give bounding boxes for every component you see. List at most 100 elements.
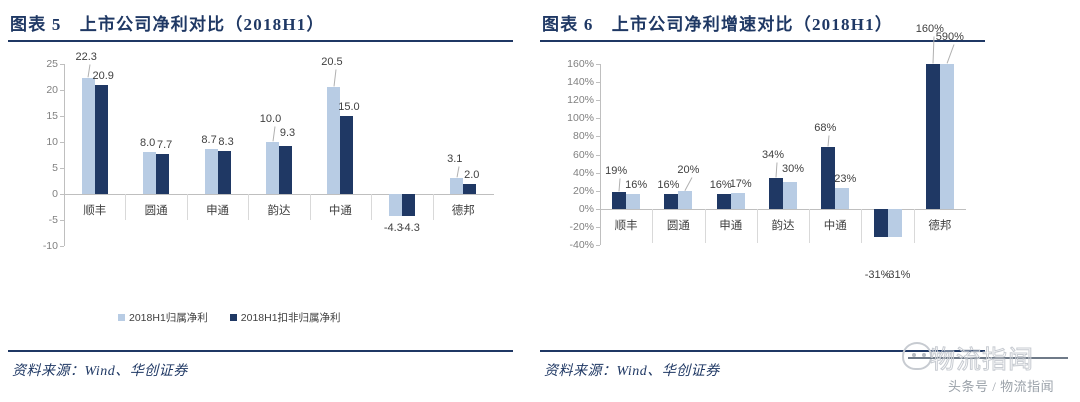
- category-label: 德邦: [928, 219, 952, 232]
- y-axis-tick-label: 40%: [572, 166, 594, 179]
- y-axis-tick-label: 60%: [572, 148, 594, 161]
- y-axis-tick-mark: [596, 245, 600, 246]
- bar: [612, 191, 627, 209]
- y-axis-tick-label: 140%: [567, 76, 594, 89]
- y-axis-tick-mark: [60, 90, 64, 91]
- figure-5-title-rule: [8, 40, 513, 42]
- legend-label: 2018H1扣非归属净利: [240, 312, 341, 324]
- y-axis-tick-label: -20%: [569, 220, 594, 233]
- bar-value-label: 10.0: [259, 113, 282, 125]
- y-axis-tick-mark: [596, 136, 600, 138]
- figure-6-title-rule: [540, 40, 985, 42]
- bar: [450, 177, 464, 194]
- y-axis-tick-mark: [596, 64, 600, 65]
- y-axis-tick-label: 0%: [578, 202, 594, 215]
- bar: [463, 183, 477, 194]
- category-separator: [652, 208, 654, 243]
- figure-6-panel: 图表 6 上市公司净利增速对比（2018H1） 德邦百世中通韵达申通圆通顺丰16…: [532, 0, 985, 402]
- bar: [873, 208, 888, 237]
- category-separator: [861, 208, 863, 243]
- category-separator: [809, 208, 811, 243]
- y-axis-tick-label: -40%: [569, 239, 594, 251]
- bar: [401, 194, 415, 217]
- bar-value-label: 8.0: [139, 137, 156, 150]
- bar-value-label: 7.7: [156, 138, 173, 151]
- bar: [156, 153, 170, 194]
- bar: [939, 64, 954, 209]
- bar: [81, 78, 95, 194]
- figure-6-plot-area: 德邦百世中通韵达申通圆通顺丰160%140%120%100%80%60%40%2…: [552, 23, 972, 303]
- bar-value-label: 23%: [834, 172, 857, 185]
- bar-value-label: 16%: [657, 179, 680, 192]
- bar-value-label: 17%: [729, 178, 752, 191]
- legend-swatch-icon: [229, 314, 237, 321]
- category-label: 中通: [328, 205, 352, 217]
- zero-baseline: [64, 194, 494, 195]
- bar-value-label: 8.3: [218, 135, 234, 148]
- category-separator: [371, 194, 373, 220]
- bar-value-label: -31%: [864, 268, 891, 281]
- y-axis-tick-label: 20: [46, 84, 58, 96]
- label-leader-line: [87, 64, 91, 78]
- bar-value-label: 30%: [781, 162, 805, 175]
- category-separator: [186, 194, 188, 220]
- category-label: 顺丰: [614, 219, 638, 232]
- y-axis-tick-label: 10: [46, 136, 58, 148]
- y-axis-tick-mark: [596, 226, 600, 228]
- category-label: 韵达: [267, 205, 291, 217]
- legend-label: 2018H1归属净利: [129, 312, 208, 324]
- category-label: 申通: [719, 219, 743, 232]
- legend-item-net-profit: 2018H1归属净利: [118, 310, 208, 325]
- y-axis-tick-mark: [60, 142, 64, 143]
- y-axis-tick-label: 80%: [572, 130, 594, 143]
- category-separator: [248, 194, 250, 220]
- bar: [678, 190, 693, 209]
- bar-value-label: 2.0: [464, 168, 480, 181]
- y-axis-tick-label: 0: [52, 188, 58, 200]
- zero-baseline: [600, 208, 966, 210]
- bar-value-label: 19%: [605, 164, 628, 177]
- bar: [730, 193, 745, 209]
- bar: [835, 187, 850, 209]
- bar: [716, 194, 731, 209]
- y-axis-line: [64, 64, 65, 246]
- category-separator: [704, 208, 706, 243]
- y-axis-tick-label: 100%: [567, 112, 594, 125]
- y-axis-tick-label: -10: [42, 240, 58, 252]
- category-label: 德邦: [451, 205, 475, 217]
- figure-5-legend: 2018H1归属净利 2018H1扣非归属净利: [118, 310, 341, 325]
- bar: [769, 178, 783, 209]
- y-axis-tick-label: 25: [46, 58, 58, 70]
- bar-value-label: 3.1: [447, 152, 463, 165]
- bar: [821, 147, 836, 209]
- bar-value-label: 34%: [761, 149, 785, 162]
- category-label: 韵达: [771, 219, 795, 232]
- category-separator: [125, 194, 127, 220]
- label-leader-line: [775, 162, 778, 178]
- y-axis-tick-label: -5: [48, 214, 58, 226]
- bar-value-label: 20.5: [321, 56, 343, 69]
- bar-value-label: 20.9: [92, 70, 114, 83]
- label-leader-line: [456, 166, 460, 178]
- bar-value-label: 8.7: [201, 133, 217, 146]
- label-leader-line: [946, 44, 955, 64]
- category-separator: [432, 194, 434, 220]
- bar: [664, 194, 679, 209]
- label-leader-line: [618, 178, 621, 192]
- figure-5-plot-area: 德邦百世中通韵达申通圆通顺丰2520151050-5-1022.320.98.0…: [30, 51, 500, 298]
- y-axis-line: [600, 64, 601, 245]
- bar-value-label: 22.3: [75, 51, 97, 64]
- label-leader-line: [684, 176, 693, 191]
- bar-value-label: 68%: [814, 122, 837, 135]
- figure-5-panel: 图表 5 上市公司净利对比（2018H1） 德邦百世中通韵达申通圆通顺丰2520…: [0, 0, 520, 402]
- bar: [143, 152, 157, 194]
- bar-value-label: 9.3: [279, 126, 296, 139]
- bar: [279, 145, 292, 194]
- category-separator: [309, 194, 311, 220]
- bar-value-label: 16%: [709, 179, 732, 192]
- y-axis-tick-mark: [60, 64, 64, 65]
- figure-6-title: 图表 6 上市公司净利增速对比（2018H1）: [542, 15, 894, 34]
- figure-6-source: 资料来源：Wind、华创证券: [544, 364, 720, 379]
- bar-value-label: -4.3: [383, 222, 403, 235]
